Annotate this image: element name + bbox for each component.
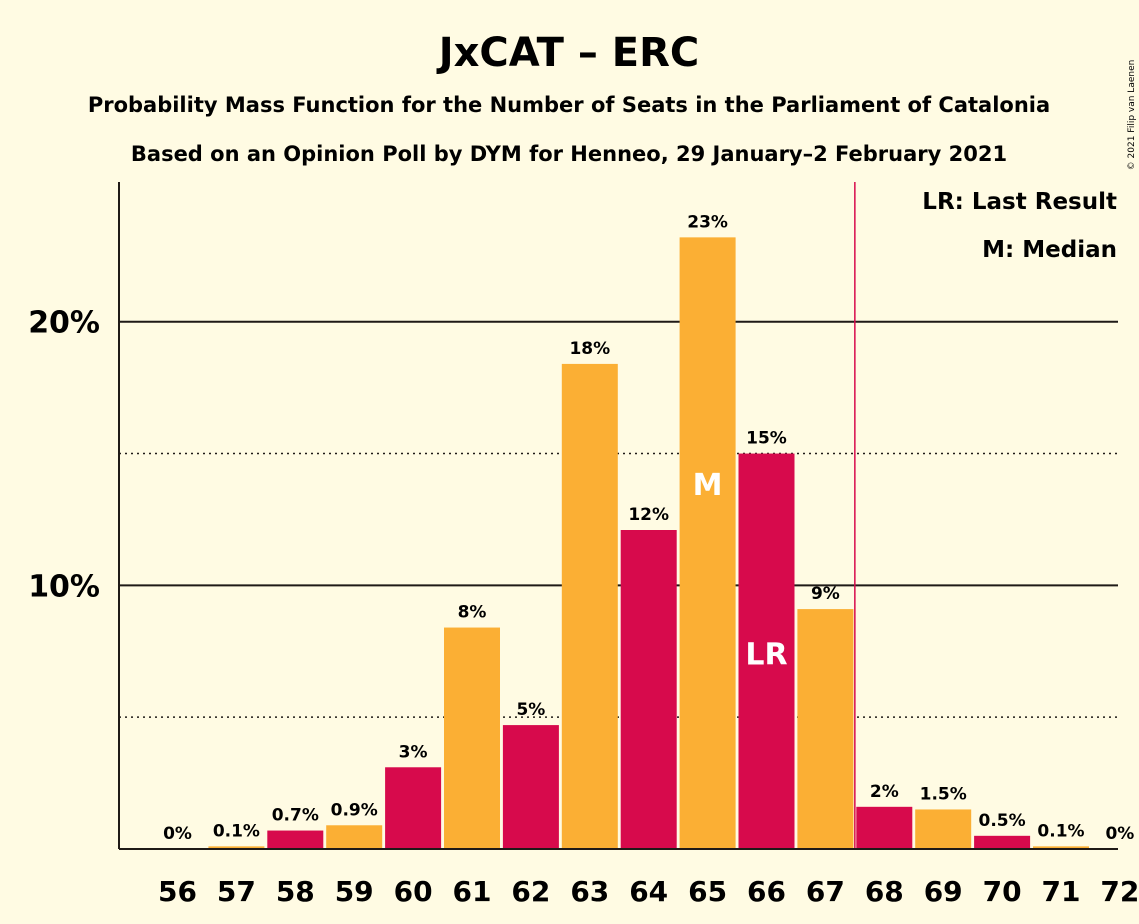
legend-last-result: LR: Last Result — [922, 189, 1117, 215]
bar-66 — [738, 453, 795, 849]
bar-64 — [620, 530, 677, 849]
data-label-64: 12% — [628, 505, 669, 525]
x-tick-58: 58 — [276, 875, 315, 908]
bar-71 — [1033, 846, 1089, 849]
data-label-58: 0.7% — [272, 806, 319, 826]
y-axis-ticks: 10% 20% — [28, 306, 100, 605]
bars — [208, 237, 1089, 849]
bar-58 — [267, 830, 324, 849]
bar-57 — [208, 846, 265, 849]
y-tick-label: 20% — [28, 306, 100, 341]
bar-69 — [915, 809, 972, 849]
x-tick-61: 61 — [453, 875, 492, 908]
data-label-69: 1.5% — [920, 784, 967, 804]
bar-62 — [502, 725, 559, 849]
data-label-66: 15% — [746, 429, 787, 449]
chart-subtitle: Probability Mass Function for the Number… — [88, 93, 1050, 117]
data-label-70: 0.5% — [979, 811, 1026, 831]
last-result-marker: LR — [745, 637, 787, 672]
bar-60 — [385, 767, 442, 849]
x-tick-69: 69 — [924, 875, 963, 908]
data-label-67: 9% — [811, 584, 840, 604]
x-tick-64: 64 — [629, 875, 668, 908]
data-label-57: 0.1% — [213, 821, 260, 841]
data-label-59: 0.9% — [331, 800, 378, 820]
bar-61 — [444, 627, 500, 849]
data-label-72: 0% — [1105, 824, 1134, 844]
y-tick-label: 10% — [28, 569, 100, 604]
data-label-62: 5% — [516, 700, 545, 720]
gridlines — [119, 320, 1118, 718]
x-tick-70: 70 — [983, 875, 1022, 908]
x-tick-72: 72 — [1100, 875, 1139, 908]
bar-markers: M LR — [693, 182, 856, 849]
legend-median: M: Median — [982, 237, 1117, 263]
data-label-61: 8% — [458, 603, 487, 623]
copyright-note: © 2021 Filip van Laenen — [1127, 60, 1137, 171]
data-label-71: 0.1% — [1037, 821, 1084, 841]
chart-subtitle-poll: Based on an Opinion Poll by DYM for Henn… — [131, 142, 1007, 166]
bar-68 — [856, 806, 913, 849]
bar-70 — [974, 835, 1031, 849]
bar-63 — [561, 363, 618, 849]
data-label-56: 0% — [163, 824, 192, 844]
data-label-68: 2% — [870, 782, 899, 802]
x-tick-60: 60 — [394, 875, 433, 908]
bar-59 — [326, 825, 383, 849]
x-tick-56: 56 — [158, 875, 197, 908]
x-tick-63: 63 — [570, 875, 609, 908]
bar-67 — [797, 609, 854, 849]
x-tick-62: 62 — [511, 875, 550, 908]
chart-title: JxCAT – ERC — [436, 30, 700, 76]
median-marker: M — [693, 468, 723, 503]
data-label-63: 18% — [569, 339, 610, 359]
bar-65 — [679, 237, 736, 849]
bar-labels: 0% 0.1% 0.7% 0.9% 3% 8% 5% 18% 12% 23% 15% 9% 2% 1.5%… — [163, 212, 1134, 844]
data-label-65: 23% — [687, 212, 728, 232]
data-label-60: 3% — [399, 742, 428, 762]
x-tick-66: 66 — [747, 875, 786, 908]
x-tick-68: 68 — [865, 875, 904, 908]
x-tick-71: 71 — [1042, 875, 1081, 908]
x-tick-65: 65 — [688, 875, 727, 908]
x-axis-ticks: 56 57 58 59 60 61 62 63 64 65 66 67 68 69 70 71 72 — [158, 875, 1139, 908]
x-tick-59: 59 — [335, 875, 374, 908]
x-tick-67: 67 — [806, 875, 845, 908]
x-tick-57: 57 — [217, 875, 256, 908]
